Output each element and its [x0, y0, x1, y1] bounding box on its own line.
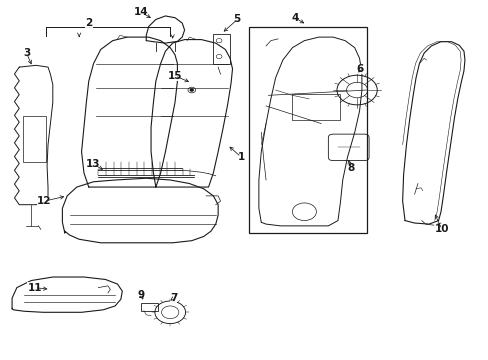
Text: 9: 9	[138, 290, 145, 300]
Text: 1: 1	[237, 152, 244, 162]
Bar	[141, 303, 158, 311]
Text: 13: 13	[86, 159, 101, 169]
Bar	[292, 94, 340, 120]
Bar	[213, 33, 230, 64]
Circle shape	[190, 89, 193, 91]
Text: 11: 11	[27, 283, 42, 293]
Text: 10: 10	[434, 224, 448, 234]
Text: 14: 14	[134, 8, 148, 17]
Text: 15: 15	[167, 71, 182, 81]
Text: 3: 3	[23, 48, 30, 58]
Text: 4: 4	[290, 13, 298, 23]
Text: 8: 8	[346, 163, 354, 173]
Text: 12: 12	[37, 196, 51, 206]
Text: 2: 2	[85, 18, 92, 28]
Text: 7: 7	[169, 293, 177, 303]
Text: 5: 5	[233, 14, 241, 24]
Bar	[249, 27, 366, 233]
Bar	[23, 117, 46, 162]
Text: 6: 6	[356, 64, 364, 74]
